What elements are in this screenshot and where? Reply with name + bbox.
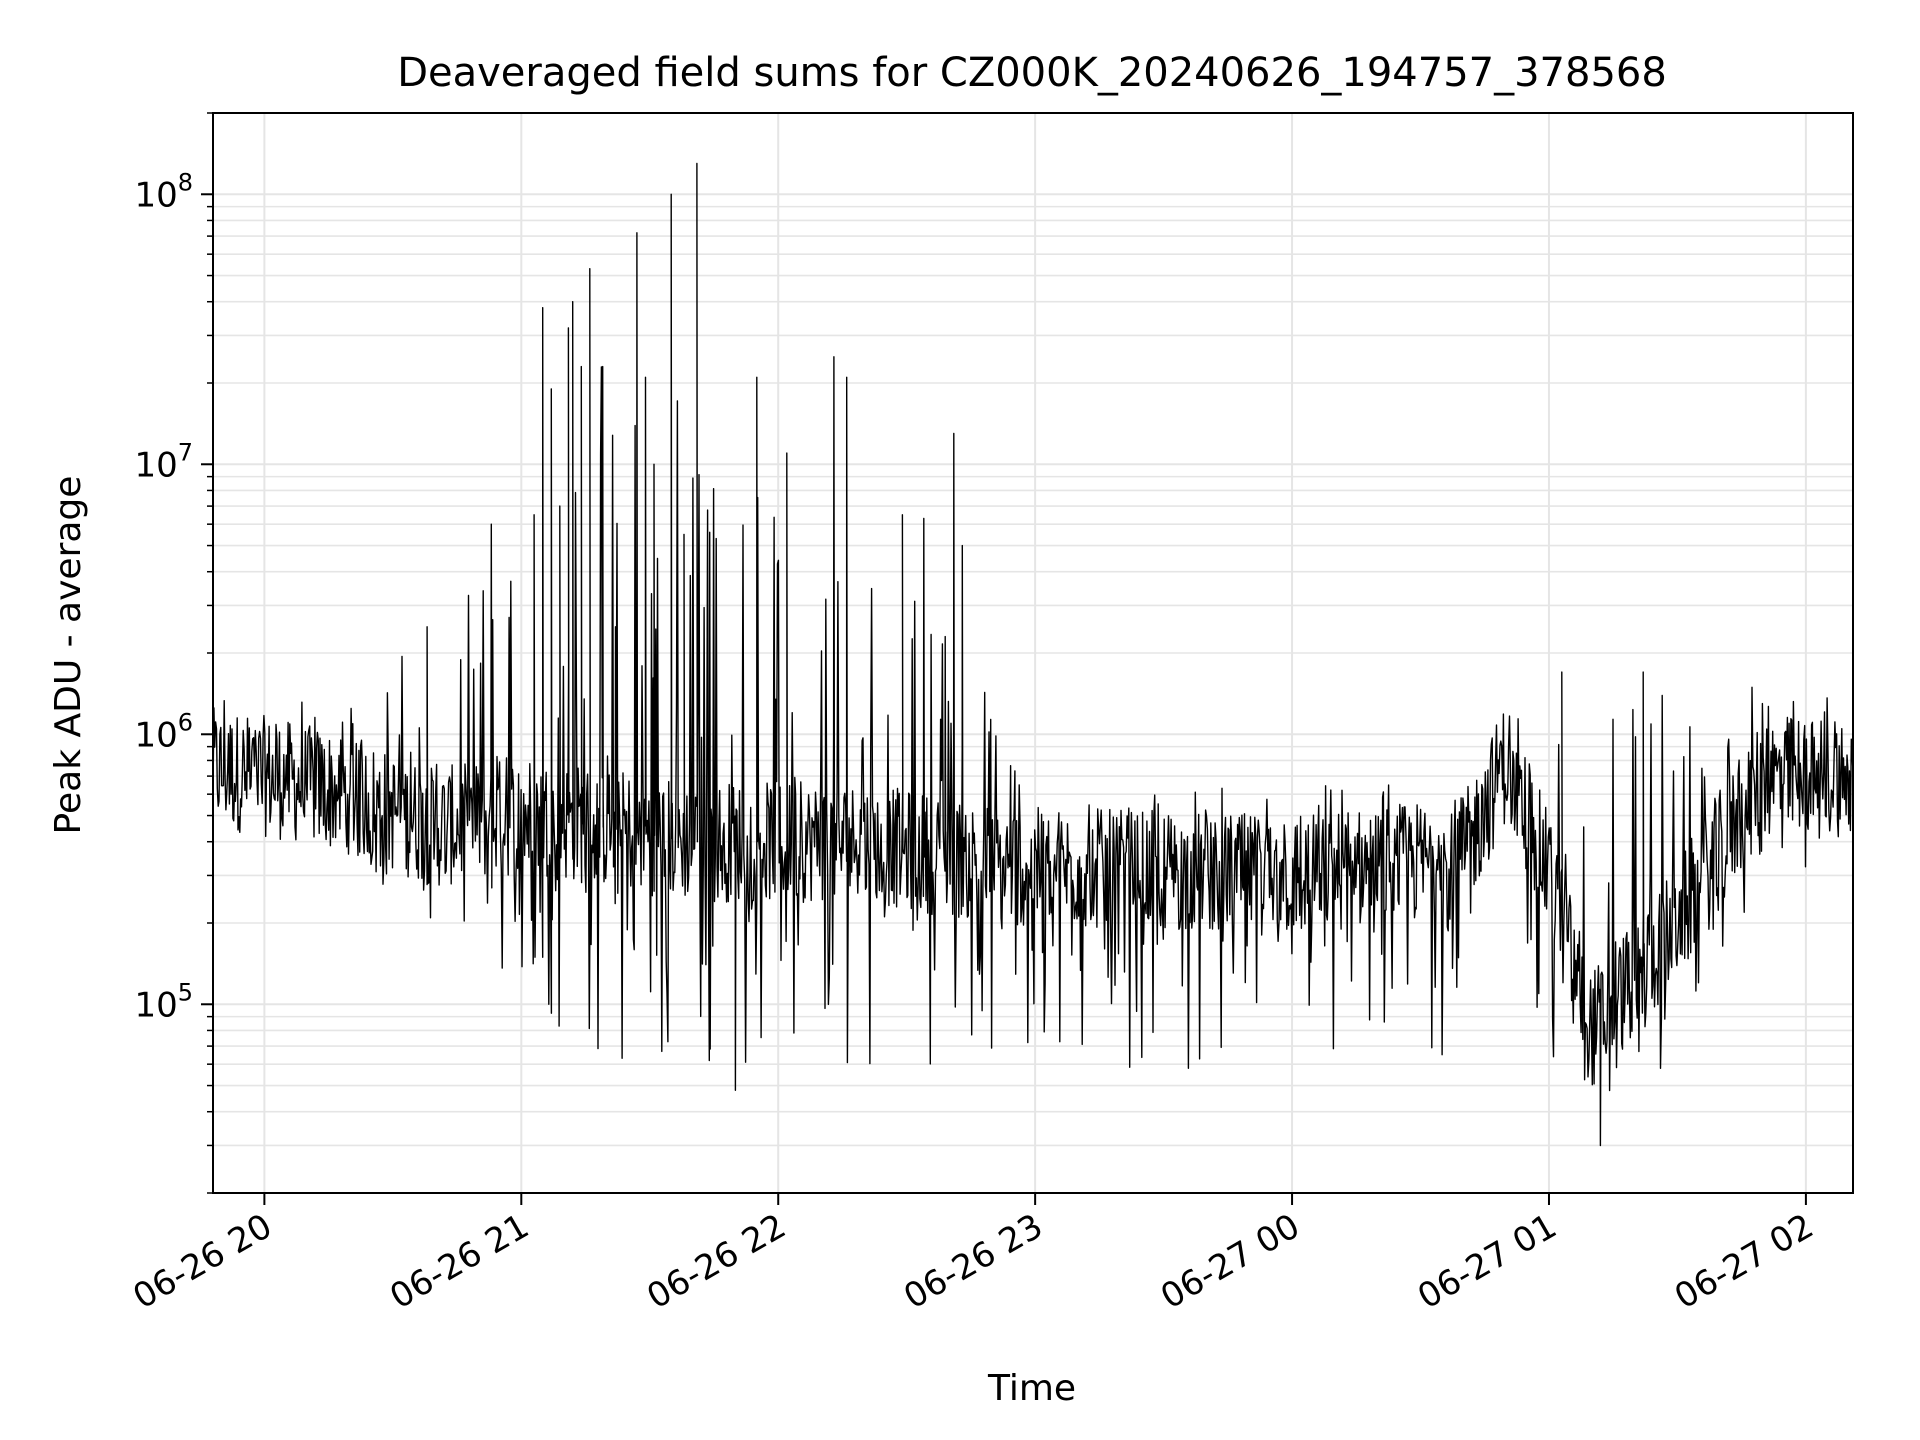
y-tick-label: 108 [134, 168, 193, 215]
chart-title: Deaveraged field sums for CZ000K_2024062… [397, 50, 1667, 96]
y-tick-label: 106 [134, 708, 193, 755]
y-axis-label: Peak ADU - average [48, 476, 89, 835]
y-tick-label: 107 [134, 438, 193, 485]
series-line [212, 162, 1854, 1147]
y-tick-label: 105 [134, 978, 193, 1025]
series [212, 162, 1854, 1147]
y-axis: 105 106 107 108 [134, 112, 213, 1194]
x-axis-label: Time [987, 1368, 1076, 1409]
